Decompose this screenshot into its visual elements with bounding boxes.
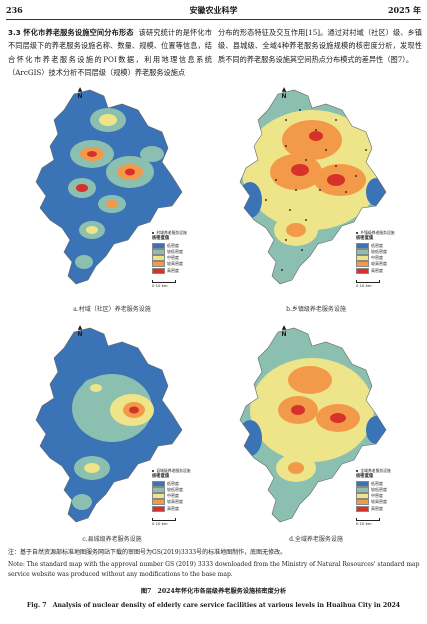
point-dot-icon [152,469,155,473]
facility-point [365,149,367,151]
map-panel-d: ▲ N 全域养老服务设施 核密度值 低密度 较低密度 中密度 较高密度 高密度 0… [216,318,416,540]
facility-point [305,219,307,221]
point-dot-icon [356,469,359,473]
map-panel-a: ▲ N 村域养老服务设施 核密度值 低密度 较低密度 中密度 较高密度 高密度 0… [12,80,212,302]
north-arrow-icon: ▲ N [281,324,287,338]
facility-point [335,119,337,121]
paragraph-text: 该研究统计的是怀化市不同层级下的养老服务设施名称、数量、规模、位置等信息，结合怀… [8,28,212,78]
facility-point [301,249,303,251]
north-arrow-icon: ▲ N [77,86,83,100]
figure-caption-en: Fig. 7 Analysis of nuclear density of el… [26,602,401,609]
caption-c: c.县城级养老服务设施 [82,536,142,543]
facility-point [295,189,297,191]
density-map-d [239,327,387,523]
facility-point [355,175,357,177]
legend-c: 县城级养老服务设施 核密度值 低密度 较低密度 中密度 较高密度 高密度 [152,468,191,512]
map-panel-b: ▲ N 乡镇级养老服务设施 核密度值 低密度 较低密度 中密度 较高密度 高密度 … [216,80,416,302]
facility-point [315,129,317,131]
legend-b: 乡镇级养老服务设施 核密度值 低密度 较低密度 中密度 较高密度 高密度 [356,230,395,274]
body-column-left: 3.3 怀化市养老服务设施空间分布形态 该研究统计的是怀化市不同层级下的养老服务… [8,26,212,80]
north-arrow-icon: ▲ N [77,324,83,338]
facility-point [345,191,347,193]
legend-a: 村域养老服务设施 核密度值 低密度 较低密度 中密度 较高密度 高密度 [152,230,187,274]
legend-d: 全域养老服务设施 核密度值 低密度 较低密度 中密度 较高密度 高密度 [356,468,391,512]
north-arrow-icon: ▲ N [281,86,287,100]
scale-bar-d: 0 10 km [356,518,380,526]
facility-point [275,179,277,181]
map-panel-c: ▲ N 县城级养老服务设施 核密度值 低密度 较低密度 中密度 较高密度 高密度 … [12,318,212,540]
caption-b: b.乡镇级养老服务设施 [286,306,346,313]
point-dot-icon [152,231,155,235]
facility-point [281,269,283,271]
caption-a: a.村域（社区）养老服务设施 [73,306,151,313]
facility-point [285,239,287,241]
journal-name: 安徽农业科学 [189,5,238,15]
facility-point [289,209,291,211]
point-dot-icon [356,231,359,235]
figure-note-cn: 注：基于自然资源部标准地图服务网站下载的审图号为GS(2019)3333号的标准… [8,549,287,556]
body-column-right: 分布的形态特征及交互作用[15]。通过对村域（社区）级、乡镇级、县城级、全域4种… [218,28,422,64]
header-rule [6,19,421,20]
facility-point [265,199,267,201]
density-map-b [239,89,387,285]
running-header: 236 安徽农业科学 2025 年 [6,5,421,19]
facility-point [319,189,321,191]
figure-caption-cn: 图7 2024年怀化市各层级养老服务设施核密度分析 [140,588,287,595]
page-number: 236 [6,5,23,15]
facility-point [325,149,327,151]
facility-point [285,145,287,147]
facility-point [305,159,307,161]
section-title: 3.3 怀化市养老服务设施空间分布形态 [8,28,134,37]
facility-point [299,109,301,111]
caption-d: d.全域养老服务设施 [289,536,343,543]
scale-bar-c: 0 10 km [152,518,176,526]
scale-bar-a: 0 10 km [152,280,176,288]
scale-bar-b: 0 10 km [356,280,380,288]
journal-year: 2025 年 [387,5,421,15]
figure-note-en: Note: The standard map with the approval… [8,561,420,578]
facility-point [335,165,337,167]
facility-point [285,119,287,121]
